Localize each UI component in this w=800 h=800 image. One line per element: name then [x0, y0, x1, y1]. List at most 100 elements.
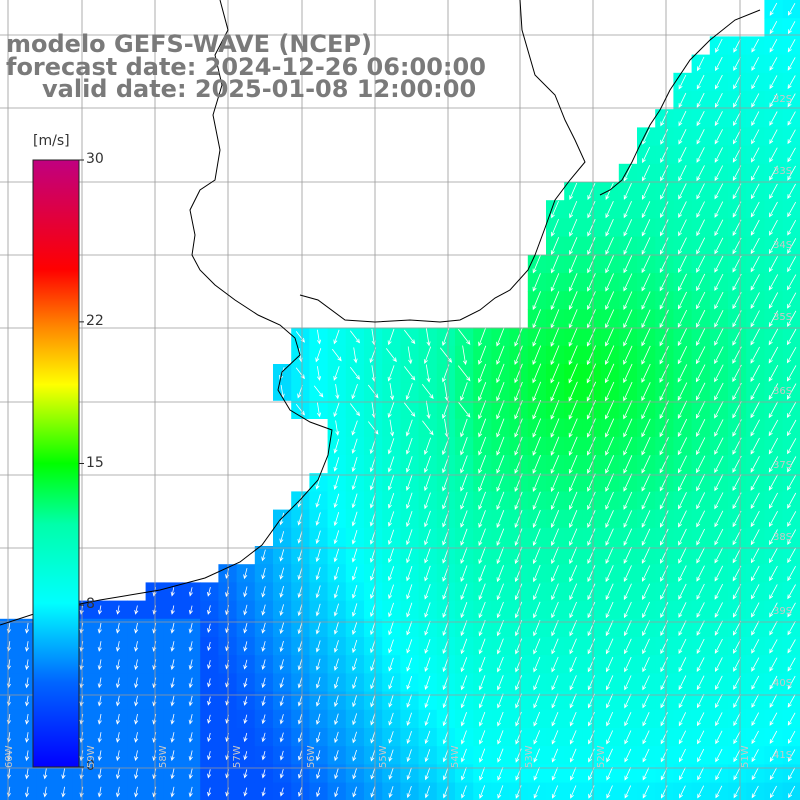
wind-arrow	[261, 750, 266, 761]
wind-arrow	[714, 328, 724, 346]
wind-arrow	[388, 712, 394, 726]
wind-arrow	[403, 402, 416, 417]
wind-arrow	[97, 786, 102, 798]
wind-arrow	[569, 601, 577, 619]
wind-arrow	[623, 291, 633, 310]
wind-arrow	[261, 567, 266, 580]
wind-arrow	[279, 531, 285, 544]
wind-arrow	[279, 732, 284, 743]
wind-arrow	[751, 93, 760, 108]
wind-arrow	[421, 384, 434, 400]
wind-arrow	[478, 473, 486, 492]
wind-arrow	[751, 620, 760, 636]
wind-arrow	[551, 748, 559, 763]
wind-arrow	[533, 693, 541, 709]
wind-arrow	[696, 473, 706, 492]
wind-arrow	[170, 641, 175, 652]
wind-arrow	[478, 656, 486, 673]
wind-arrow	[261, 695, 266, 707]
wind-arrow	[624, 693, 632, 709]
wind-arrow	[207, 623, 212, 633]
wind-arrow	[478, 382, 487, 402]
wind-arrow	[424, 657, 431, 672]
wind-arrow	[696, 111, 705, 127]
wind-arrow	[751, 75, 760, 90]
wind-arrow	[586, 418, 596, 438]
wind-arrow	[587, 291, 596, 311]
wind-arrow	[787, 730, 796, 744]
wind-arrow	[714, 437, 724, 455]
wind-arrow	[660, 693, 668, 709]
wind-arrow	[660, 128, 669, 145]
wind-arrow	[586, 400, 596, 420]
wind-arrow	[733, 111, 742, 126]
wind-arrow	[115, 713, 121, 725]
wind-arrow	[478, 327, 487, 347]
wind-arrow	[750, 529, 760, 546]
wind-arrow	[678, 565, 687, 582]
wind-arrow	[769, 93, 778, 108]
lon-label: 60W	[4, 745, 15, 768]
wind-arrow	[514, 473, 523, 492]
wind-arrow	[768, 310, 779, 328]
wind-arrow	[424, 437, 431, 455]
wind-arrow	[678, 638, 687, 655]
wind-arrow	[623, 219, 633, 237]
wind-arrow	[315, 348, 322, 363]
wind-arrow	[788, 785, 796, 799]
wind-arrow	[751, 657, 760, 672]
wind-arrow	[479, 785, 486, 799]
wind-arrow	[697, 785, 705, 799]
wind-arrow	[769, 183, 778, 200]
wind-arrow	[787, 292, 797, 309]
wind-arrow	[769, 730, 778, 745]
wind-arrow	[115, 659, 121, 671]
wind-arrow	[116, 605, 121, 615]
wind-arrow	[714, 401, 724, 419]
wind-arrow	[442, 693, 449, 709]
wind-arrow	[606, 693, 614, 709]
lat-label: 34S	[773, 240, 793, 251]
wind-arrow	[315, 713, 321, 725]
wind-arrow	[641, 219, 651, 237]
wind-arrow	[787, 584, 796, 600]
wind-arrow	[406, 620, 413, 636]
wind-arrow	[370, 712, 376, 726]
wind-arrow	[387, 401, 395, 419]
wind-arrow	[679, 767, 686, 781]
wind-arrow	[352, 731, 357, 744]
wind-arrow	[714, 620, 723, 636]
wind-arrow	[297, 768, 302, 779]
wind-arrow	[551, 200, 559, 219]
wind-arrow	[243, 568, 248, 580]
wind-arrow	[587, 491, 596, 510]
wind-arrow	[115, 677, 121, 689]
wind-arrow	[533, 620, 541, 637]
wind-arrow	[134, 605, 139, 615]
wind-arrow	[532, 455, 541, 474]
wind-arrow	[478, 363, 487, 384]
wind-arrow	[351, 438, 358, 454]
wind-arrow	[334, 768, 339, 780]
wind-arrow	[496, 601, 504, 619]
wind-arrow	[243, 604, 248, 616]
wind-arrow	[460, 546, 468, 564]
wind-arrow	[533, 748, 540, 763]
wind-arrow	[460, 748, 467, 763]
wind-arrow	[786, 365, 797, 382]
wind-arrow	[97, 659, 102, 671]
wind-arrow	[714, 237, 724, 255]
wind-arrow	[403, 366, 416, 381]
wind-arrow	[605, 237, 614, 255]
wind-arrow	[478, 546, 486, 565]
wind-arrow	[715, 38, 723, 53]
wind-arrow	[387, 474, 395, 491]
wind-arrow	[732, 620, 742, 636]
wind-arrow	[587, 200, 596, 219]
wind-arrow	[769, 767, 778, 781]
colorbar-label-8: 8	[86, 596, 95, 613]
lon-label: 59W	[86, 745, 97, 768]
wind-arrow	[533, 601, 541, 619]
wind-arrow	[478, 638, 486, 655]
wind-arrow	[550, 345, 560, 366]
